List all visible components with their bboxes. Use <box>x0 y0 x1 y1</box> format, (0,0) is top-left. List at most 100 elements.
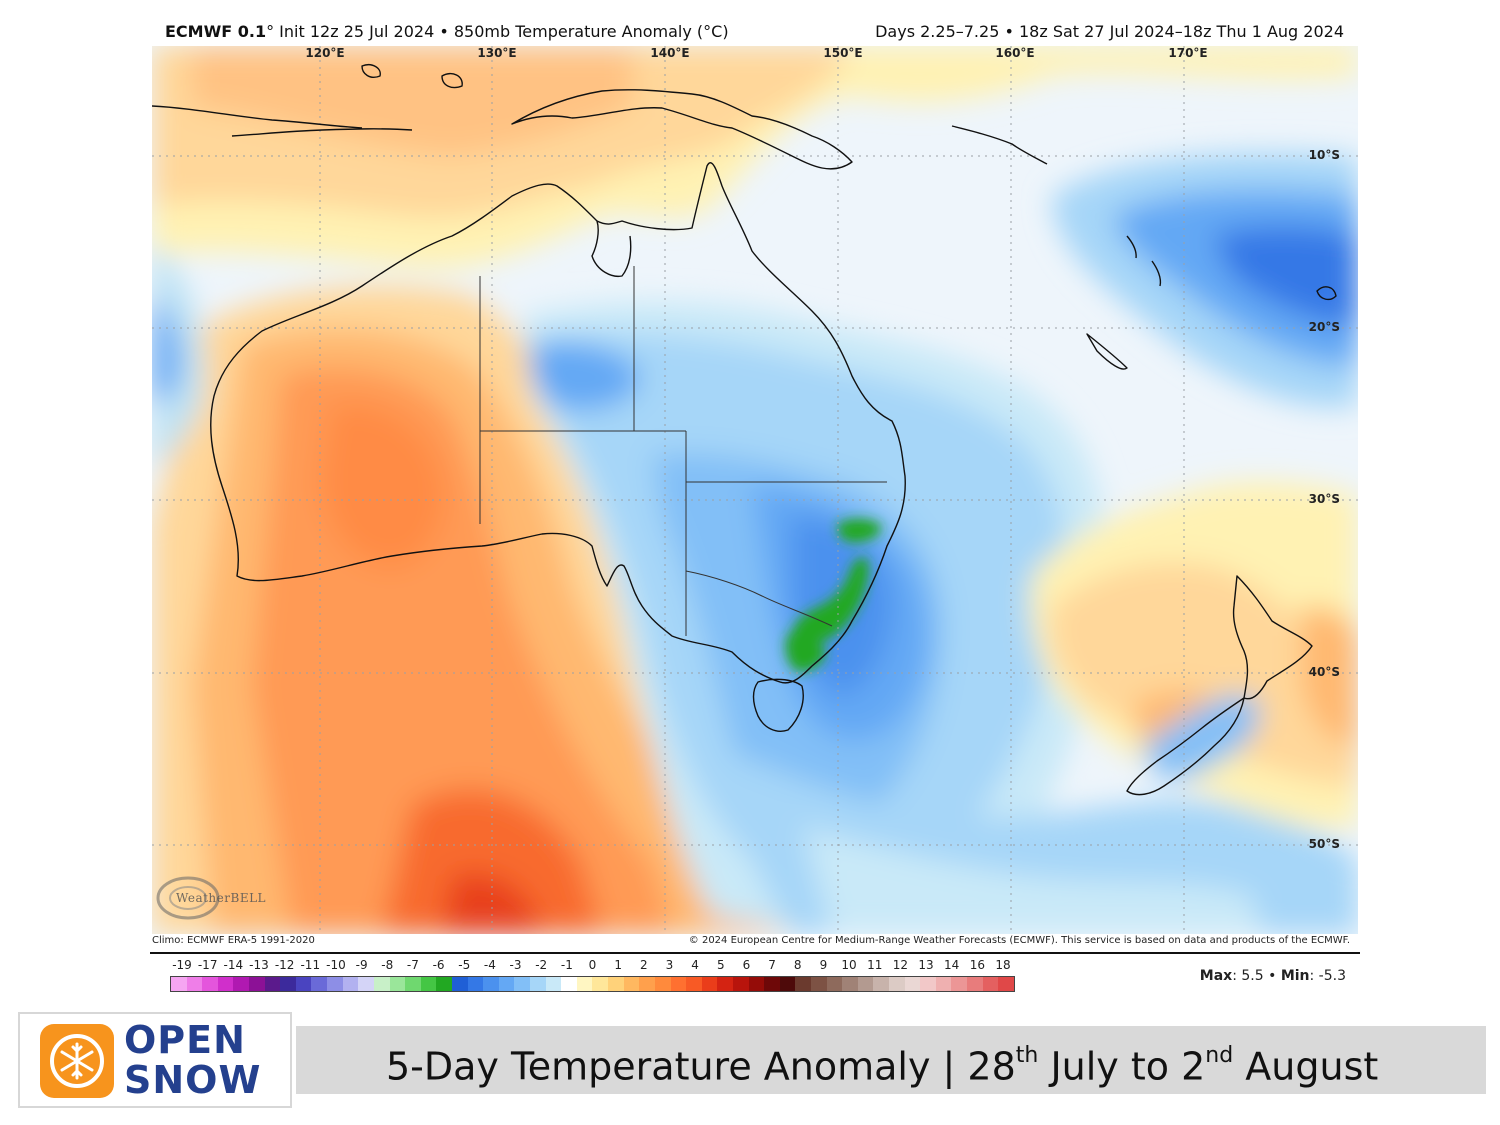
colorbar-swatch <box>171 977 187 991</box>
colorbar-swatch <box>561 977 577 991</box>
colorbar-swatch <box>920 977 936 991</box>
colorbar-swatch <box>873 977 890 991</box>
colorbar-swatch <box>295 977 312 991</box>
min-label: Min <box>1280 968 1310 984</box>
colorbar-swatch <box>717 977 733 991</box>
snowflake-icon <box>40 1024 114 1098</box>
colorbar-swatch <box>358 977 374 991</box>
lon-label-130: 130°E <box>477 46 517 60</box>
colorbar-tick-label: 11 <box>867 958 883 972</box>
colorbar-swatch <box>951 977 968 991</box>
colorbar-swatch <box>670 977 687 991</box>
colorbar-tick-label: 6 <box>742 958 751 972</box>
colorbar-swatch <box>810 977 827 991</box>
colorbar-swatch <box>327 977 343 991</box>
colorbar-tick-label: 14 <box>944 958 960 972</box>
caption-part-2: July to 2 <box>1038 1044 1206 1089</box>
colorbar-swatch <box>186 977 203 991</box>
colorbar-tick-label: 7 <box>768 958 776 972</box>
lat-label-10: 10°S <box>1308 148 1340 162</box>
lat-label-50: 50°S <box>1308 837 1340 851</box>
caption-banner: 5-Day Temperature Anomaly | 28th July to… <box>296 1026 1486 1094</box>
colorbar-swatch <box>701 977 718 991</box>
max-min-stats: Max: 5.5 • Min: -5.3 <box>1200 968 1346 984</box>
colorbar-tick-label: 16 <box>969 958 985 972</box>
colorbar-swatch <box>249 977 265 991</box>
colorbar-swatch <box>654 977 671 991</box>
min-value: : -5.3 <box>1309 968 1346 984</box>
colorbar-swatch <box>576 977 593 991</box>
colorbar-swatch <box>389 977 406 991</box>
valid-period: Days 2.25–7.25 • 18z Sat 27 Jul 2024–18z… <box>875 22 1344 41</box>
nz-south-island <box>1126 697 1245 796</box>
colorbar-swatch <box>998 977 1014 991</box>
colorbar-swatch <box>311 977 328 991</box>
colorbar-swatch <box>764 977 780 991</box>
colorbar-tick-label: -13 <box>249 958 269 972</box>
caption-sup-1: th <box>1015 1043 1039 1068</box>
colorbar-swatch <box>217 977 234 991</box>
lon-label-140: 140°E <box>650 46 690 60</box>
caption-part-1: 5-Day Temperature Anomaly | 28 <box>386 1044 1016 1089</box>
lon-label-120: 120°E <box>305 46 345 60</box>
caption-text: 5-Day Temperature Anomaly | 28th July to… <box>386 1026 1378 1094</box>
colorbar-swatch <box>233 977 250 991</box>
colorbar-swatch <box>982 977 999 991</box>
colorbar-tick-label: -2 <box>535 958 548 972</box>
colorbar <box>170 976 1015 992</box>
max-value: : 5.5 • <box>1232 968 1281 984</box>
colorbar-swatch <box>451 977 468 991</box>
colorbar-tick-label: -4 <box>483 958 496 972</box>
climo-note: Climo: ECMWF ERA-5 1991-2020 <box>152 935 315 946</box>
colorbar-tick-label: -5 <box>458 958 471 972</box>
lon-label-170: 170°E <box>1168 46 1208 60</box>
colorbar-swatch <box>592 977 609 991</box>
colorbar-tick-label: -3 <box>509 958 522 972</box>
colorbar-swatch <box>467 977 484 991</box>
colorbar-swatch <box>623 977 640 991</box>
colorbar-tick-label: 4 <box>691 958 699 972</box>
colorbar-swatch <box>686 977 702 991</box>
brand-line-1: OPEN <box>124 1018 246 1062</box>
colorbar-tick-label: 0 <box>588 958 597 972</box>
colorbar-swatch <box>483 977 499 991</box>
colorbar-tick-label: 2 <box>639 958 648 972</box>
colorbar-tick-label: -12 <box>274 958 295 972</box>
colorbar-tick-label: -14 <box>223 958 244 972</box>
colorbar-swatch <box>748 977 765 991</box>
caption-part-3: August <box>1233 1044 1379 1089</box>
watermark-text: WeatherBELL <box>176 891 267 905</box>
colorbar-tick-label: -11 <box>300 958 321 972</box>
colorbar-tick-label: 13 <box>918 958 934 972</box>
colorbar-swatch <box>826 977 843 991</box>
colorbar-swatch <box>436 977 452 991</box>
colorbar-swatch <box>857 977 874 991</box>
lat-label-20: 20°S <box>1308 320 1340 334</box>
colorbar-swatch <box>530 977 546 991</box>
map-title: ECMWF 0.1° Init 12z 25 Jul 2024 • 850mb … <box>165 20 729 44</box>
model-name: ECMWF 0.1 <box>165 22 267 41</box>
colorbar-tick-label: -1 <box>560 958 573 972</box>
colorbar-swatch <box>545 977 562 991</box>
lon-label-160: 160°E <box>995 46 1035 60</box>
colorbar-tick-label: -10 <box>326 958 346 972</box>
colorbar-swatch <box>639 977 655 991</box>
footer-divider <box>150 952 1360 954</box>
colorbar-tick-label: 18 <box>995 958 1011 972</box>
weatherbell-watermark <box>156 876 220 920</box>
colorbar-labels: -19 -17 -14 -13 -12 -11 -10 -9 -8 -7 -6 -5 -4 -3 -2 -1 0… <box>170 958 1015 974</box>
copyright-note: © 2024 European Centre for Medium-Range … <box>688 935 1350 946</box>
colorbar-swatch <box>732 977 749 991</box>
caption-sup-2: nd <box>1205 1043 1234 1068</box>
brand-line-2: SNOW <box>124 1058 262 1102</box>
colorbar-swatch <box>373 977 390 991</box>
colorbar-swatch <box>498 977 515 991</box>
colorbar-swatch <box>795 977 811 991</box>
colorbar-swatch <box>280 977 296 991</box>
colorbar-swatch <box>935 977 952 991</box>
colorbar-tick-label: -19 <box>172 958 192 972</box>
colorbar-tick-label: -7 <box>406 958 419 972</box>
australia-coastline <box>210 162 906 684</box>
colorbar-swatch <box>904 977 921 991</box>
colorbar-tick-label: 9 <box>819 958 828 972</box>
